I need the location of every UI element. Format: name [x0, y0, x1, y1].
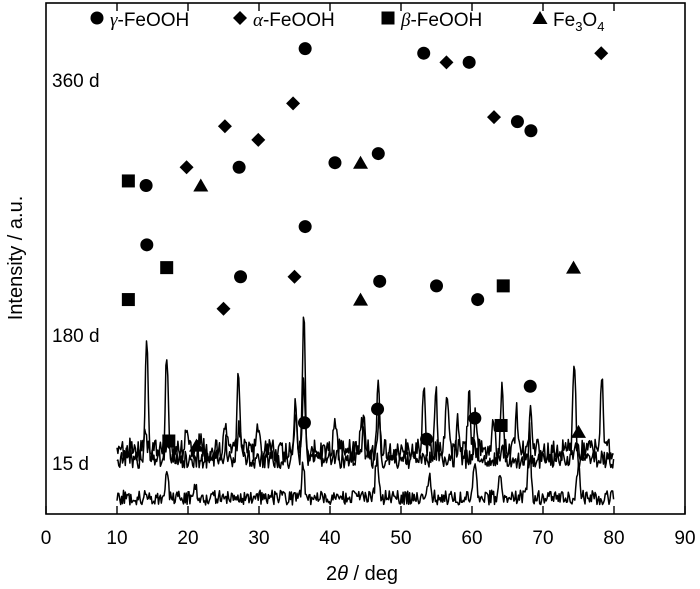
plot-frame: [45, 2, 686, 515]
diamond-peak-marker: [179, 160, 194, 175]
legend-label: α-FeOOH: [253, 10, 335, 31]
circle-peak-marker: [139, 179, 153, 192]
circle-peak-marker: [430, 279, 443, 293]
circle-peak-marker: [462, 55, 476, 69]
circle-peak-marker: [373, 274, 387, 288]
circle-peak-marker: [328, 156, 342, 170]
legend-label: β-FeOOH: [400, 10, 482, 31]
circle-peak-marker: [524, 124, 538, 138]
diffraction-curves: [116, 316, 615, 506]
legend-diamond-marker: [233, 11, 247, 25]
y-axis-title: Intensity / a.u.: [5, 196, 27, 321]
x-tick-label: 20: [177, 528, 198, 549]
circle-peak-marker: [371, 402, 385, 416]
phase-markers: [121, 42, 609, 452]
x-tick-label: 70: [532, 528, 553, 549]
x-tick-label: 0: [41, 528, 52, 549]
legend-label: Fe3O4: [553, 10, 604, 34]
circle-peak-marker: [510, 115, 524, 129]
x-tick-label: 10: [106, 528, 127, 549]
circle-peak-marker: [297, 416, 311, 430]
diamond-peak-marker: [594, 46, 609, 61]
x-axis-title-prefix: 2: [326, 563, 337, 585]
circle-peak-marker: [298, 42, 312, 56]
x-tick-label: 30: [248, 528, 269, 549]
diamond-peak-marker: [286, 96, 301, 111]
triangle-peak-marker: [193, 178, 209, 192]
square-peak-marker: [160, 261, 174, 275]
legend-item: β-FeOOH: [381, 10, 482, 31]
circle-peak-marker: [471, 293, 485, 307]
triangle-peak-marker: [566, 260, 582, 274]
series-label: 180 d: [52, 326, 100, 347]
square-peak-marker: [494, 418, 508, 432]
circle-peak-marker: [523, 379, 537, 393]
legend-item: α-FeOOH: [233, 10, 335, 31]
circle-peak-marker: [298, 220, 312, 234]
x-axis-title: 2θ / deg: [326, 563, 398, 585]
series-label: 15 d: [52, 454, 89, 475]
x-axis-title-unit: / deg: [348, 563, 398, 585]
diamond-peak-marker: [251, 132, 266, 147]
x-tick-label: 80: [603, 528, 624, 549]
legend-circle-marker: [90, 11, 104, 25]
triangle-peak-marker: [189, 438, 205, 452]
x-tick-label: 90: [674, 528, 695, 549]
diamond-peak-marker: [217, 119, 232, 134]
square-peak-marker: [121, 293, 135, 307]
legend-triangle-marker: [532, 11, 548, 24]
square-peak-marker: [121, 174, 135, 188]
circle-peak-marker: [140, 238, 154, 252]
x-tick-label: 40: [319, 528, 340, 549]
circle-peak-marker: [371, 147, 385, 161]
series-line: [116, 377, 614, 462]
diamond-peak-marker: [487, 110, 502, 125]
circle-peak-marker: [232, 160, 246, 174]
legend: γ-FeOOH α-FeOOH β-FeOOH Fe3O4: [90, 10, 604, 34]
diamond-peak-marker: [216, 301, 231, 316]
circle-peak-marker: [468, 411, 482, 425]
circle-peak-marker: [420, 432, 434, 446]
x-axis: 0 10 20 30 40 50 60 70 80 90: [41, 3, 696, 549]
circle-peak-marker: [417, 46, 431, 60]
legend-label: γ-FeOOH: [110, 10, 189, 31]
series-line: [116, 421, 615, 506]
legend-item: Fe3O4: [532, 10, 604, 34]
diamond-peak-marker: [439, 55, 454, 70]
diamond-peak-marker: [287, 269, 302, 284]
circle-peak-marker: [234, 270, 248, 284]
x-tick-label: 50: [390, 528, 411, 549]
legend-item: γ-FeOOH: [90, 10, 189, 31]
series-label: 360 d: [52, 71, 100, 92]
triangle-peak-marker: [353, 292, 369, 306]
triangle-peak-marker: [571, 424, 586, 438]
square-peak-marker: [162, 434, 176, 448]
x-axis-title-symbol: θ: [337, 563, 348, 585]
triangle-peak-marker: [353, 155, 369, 169]
curve-labels: 360 d 180 d 15 d: [52, 71, 100, 475]
legend-square-marker: [381, 11, 395, 25]
x-tick-label: 60: [461, 528, 482, 549]
square-peak-marker: [496, 279, 510, 293]
